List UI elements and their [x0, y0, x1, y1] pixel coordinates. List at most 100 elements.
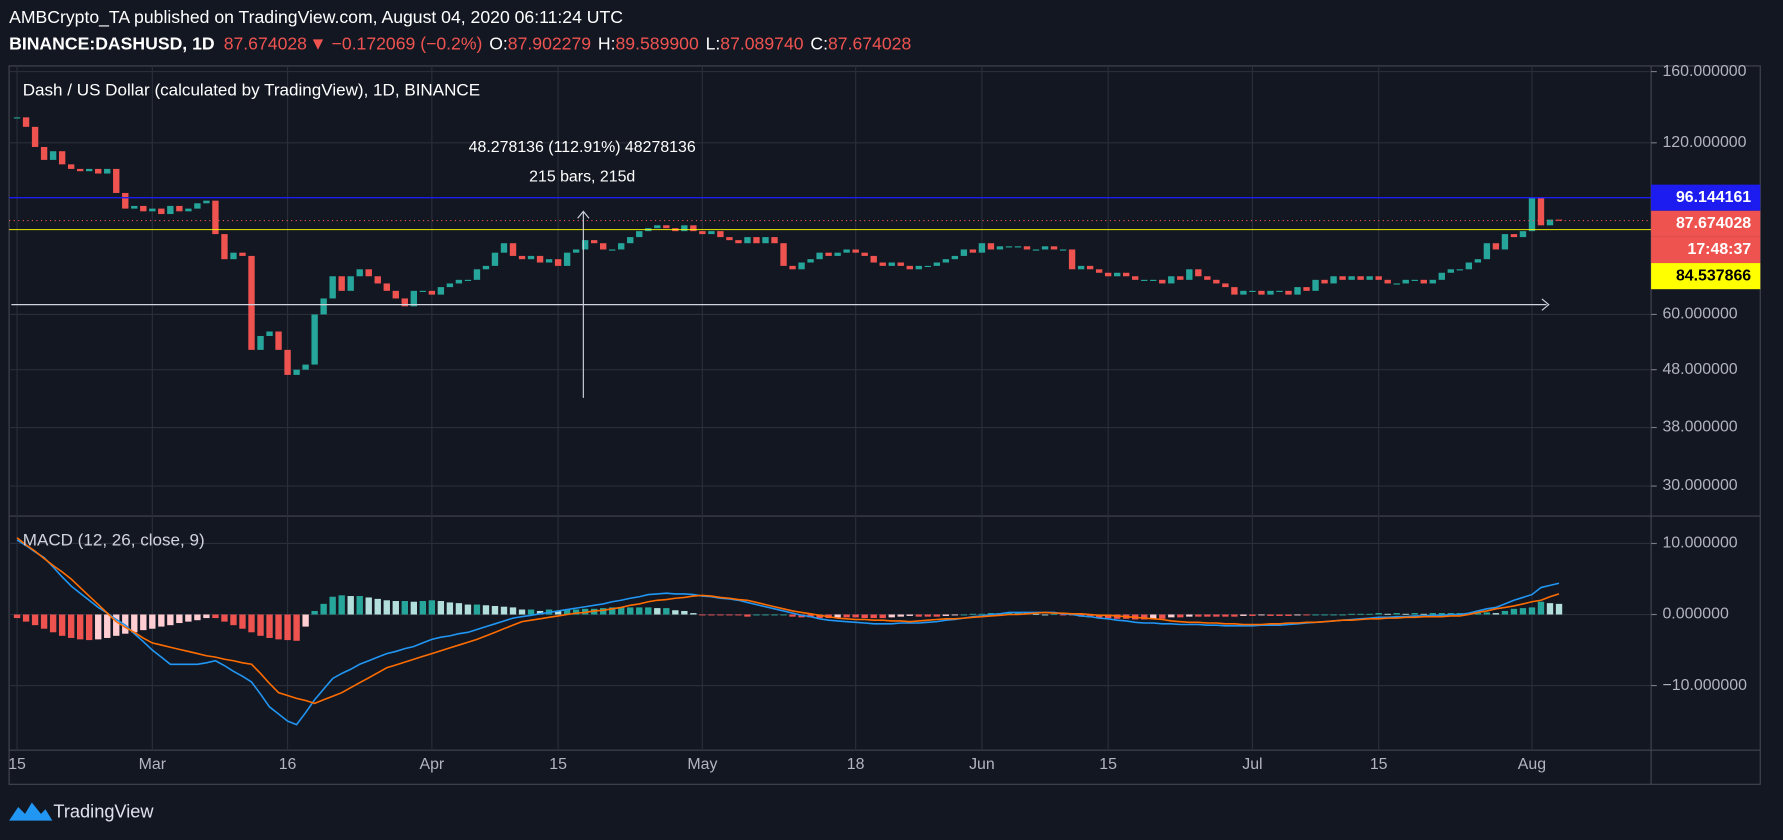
histogram-bar — [248, 614, 255, 633]
histogram-bar — [681, 610, 688, 615]
candle — [1510, 234, 1518, 238]
candle — [40, 146, 48, 160]
histogram-bar — [1492, 613, 1500, 615]
histogram-bar — [1095, 614, 1103, 619]
candle — [347, 276, 354, 291]
histogram-bar — [771, 614, 778, 616]
histogram-bar — [942, 614, 950, 616]
x-tick-label: Apr — [419, 756, 444, 773]
histogram-bar — [1195, 614, 1202, 617]
histogram-bar — [1014, 612, 1022, 615]
candle — [1501, 234, 1509, 250]
price-line-label-bg — [1651, 184, 1761, 211]
histogram-bar — [491, 605, 499, 615]
histogram-bar — [1330, 614, 1337, 616]
histogram-bar — [58, 614, 66, 636]
candle — [1321, 279, 1328, 284]
histogram-bar — [717, 614, 724, 616]
histogram-bar — [1393, 613, 1400, 615]
candle — [1555, 219, 1563, 221]
histogram-bar — [1438, 613, 1445, 615]
histogram-bar — [951, 614, 959, 616]
histogram-bar — [852, 614, 859, 618]
histogram-bar — [1339, 614, 1346, 616]
candle — [771, 237, 778, 244]
candle — [464, 279, 472, 281]
histogram-bar — [843, 614, 850, 618]
drawing-arrow — [1541, 298, 1550, 311]
macd-line — [16, 537, 1560, 705]
histogram-bar — [1501, 610, 1509, 615]
histogram-bar — [1285, 614, 1292, 616]
histogram-bar — [1159, 614, 1166, 619]
marks — [9, 117, 1652, 726]
candle — [482, 265, 490, 270]
candle — [996, 246, 1004, 250]
candle — [1113, 272, 1121, 277]
histogram-bar — [1420, 613, 1427, 615]
candle — [825, 252, 832, 256]
histogram-bar — [1005, 612, 1013, 615]
y-tick-label: 0.000000 — [1662, 606, 1729, 623]
ohlc-value: 87.089740 — [720, 33, 803, 53]
histogram-bar — [1249, 614, 1256, 616]
histogram-bar — [410, 601, 418, 615]
histogram-bar — [1528, 607, 1536, 615]
candle — [1222, 283, 1229, 288]
candle — [572, 249, 580, 253]
candle — [86, 168, 93, 172]
histogram-bar — [554, 610, 562, 615]
candle — [419, 290, 427, 292]
candle — [1267, 290, 1274, 295]
histogram-bar — [1510, 608, 1518, 615]
histogram-bar — [1186, 614, 1193, 617]
histogram-bar — [1213, 614, 1220, 617]
brand: TradingView — [53, 802, 154, 822]
symbol: BINANCE:DASHUSD, 1D — [9, 33, 215, 53]
ohlc-key: H: — [598, 33, 616, 53]
histogram-bar — [1402, 613, 1409, 615]
histogram-bar — [1059, 614, 1067, 616]
price-labels: 96.144161 87.674028 17:48:37 84.537866 — [1651, 184, 1761, 290]
candle — [1150, 279, 1157, 281]
histogram-bar — [320, 603, 327, 615]
countdown-label-bg — [1651, 236, 1761, 264]
candle — [816, 252, 823, 260]
candle — [618, 243, 625, 250]
histogram-bar — [419, 601, 427, 615]
candle — [1438, 272, 1445, 280]
candle — [1330, 276, 1337, 284]
histogram-bar — [22, 614, 30, 622]
candle — [473, 269, 481, 280]
candle — [167, 205, 174, 215]
histogram-bar — [1348, 613, 1355, 615]
histogram-bar — [663, 608, 670, 615]
candle — [1447, 269, 1454, 273]
ohlc-key: L: — [706, 33, 721, 53]
candle — [338, 276, 345, 291]
price-line-label: 96.144161 — [1676, 189, 1751, 206]
candle — [13, 117, 21, 119]
candle — [1032, 249, 1040, 251]
candle — [654, 225, 661, 229]
macd-title: MACD (12, 26, close, 9) — [23, 531, 205, 550]
candle — [870, 255, 877, 263]
candle — [888, 262, 895, 266]
candle — [257, 335, 264, 350]
histogram-bar — [293, 614, 300, 641]
histogram-bar — [563, 609, 571, 615]
candle — [1519, 231, 1527, 238]
candle — [861, 252, 868, 256]
candle — [924, 265, 931, 268]
candle — [554, 259, 562, 266]
histogram-bar — [789, 614, 796, 617]
candle — [1014, 246, 1022, 248]
histogram-bar — [1366, 613, 1373, 615]
histogram-bar — [834, 614, 841, 618]
candle — [1258, 290, 1265, 295]
histogram-bar — [49, 614, 57, 633]
y-tick-label: 10.000000 — [1662, 535, 1737, 552]
candle — [284, 349, 291, 375]
candle — [536, 255, 544, 263]
candle — [320, 298, 327, 315]
